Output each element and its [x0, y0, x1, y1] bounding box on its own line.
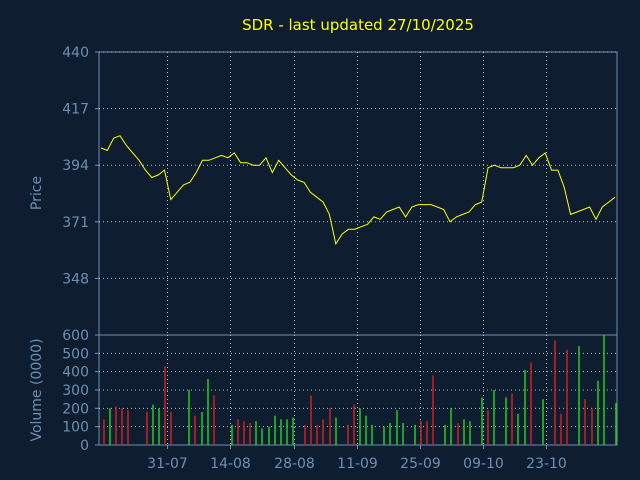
volume-tick-label: 400	[62, 365, 89, 381]
price-tick-label: 440	[62, 45, 89, 61]
date-tick-label: 28-08	[274, 456, 315, 472]
volume-y-axis: 600 500 400 300 200 100 0	[62, 328, 99, 454]
date-tick-label: 09-10	[463, 456, 504, 472]
volume-tick-label: 500	[62, 346, 89, 362]
price-plot-frame	[98, 51, 618, 336]
volume-axis-label: Volume (0000)	[29, 338, 45, 441]
price-tick-label: 394	[62, 158, 89, 174]
volume-tick-label: 600	[62, 328, 89, 344]
price-y-axis: 440 417 394 371 348	[62, 45, 99, 287]
price-tick-label: 417	[62, 102, 89, 118]
price-tick-label: 371	[62, 215, 89, 231]
volume-tick-label: 0	[80, 438, 89, 454]
date-tick-label: 14-08	[210, 456, 251, 472]
volume-tick-label: 300	[62, 383, 89, 399]
volume-tick-label: 100	[62, 420, 89, 436]
price-line	[100, 135, 616, 246]
chart-title: SDR - last updated 27/10/2025	[242, 16, 474, 34]
date-tick-label: 11-09	[337, 456, 378, 472]
date-tick-label: 23-10	[526, 456, 567, 472]
price-tick-label: 348	[62, 271, 89, 287]
volume-bars	[103, 335, 617, 445]
price-axis-label: Price	[29, 176, 45, 210]
date-tick-label: 25-09	[400, 456, 441, 472]
date-x-axis: 31-07 14-08 28-08 11-09 25-09 09-10 23-10	[147, 445, 567, 472]
date-tick-label: 31-07	[147, 456, 188, 472]
volume-tick-label: 200	[62, 401, 89, 417]
